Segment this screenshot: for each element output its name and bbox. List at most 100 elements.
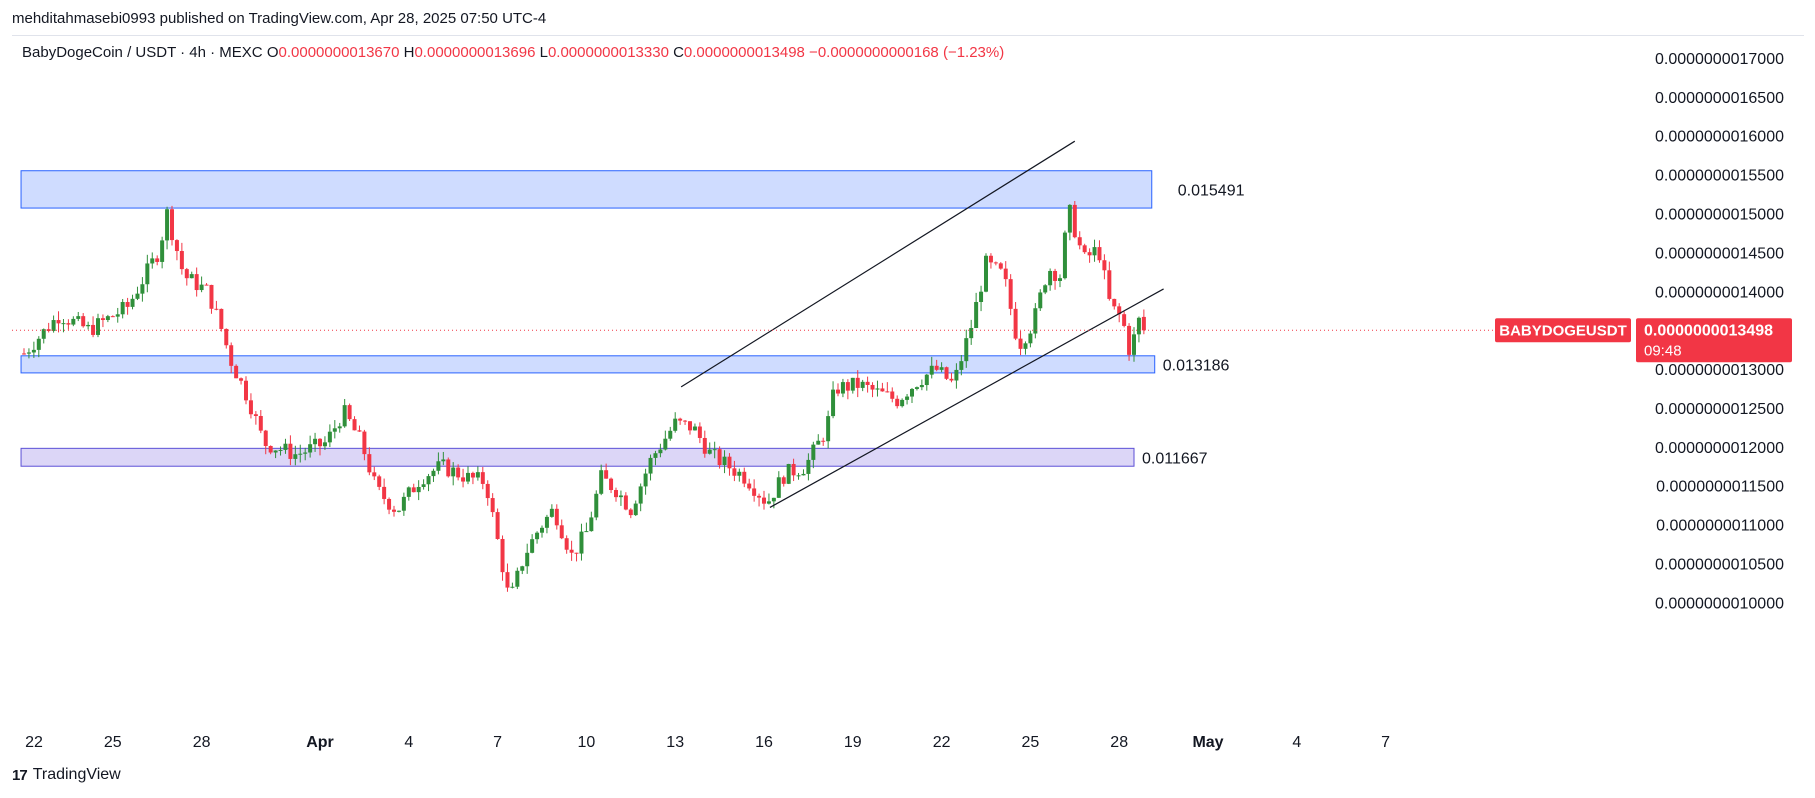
candle-body bbox=[416, 486, 421, 493]
candle-body bbox=[1112, 298, 1117, 307]
candle-body bbox=[569, 549, 574, 553]
candle-body bbox=[362, 431, 367, 455]
candle-body bbox=[865, 381, 870, 385]
x-axis: 22 25 28 Apr 4 7 10 13 16 19 22 25 28 May 4 7 bbox=[25, 734, 1390, 751]
candle-body bbox=[1117, 306, 1122, 315]
candle-body bbox=[387, 498, 392, 510]
candle-body bbox=[160, 240, 165, 262]
zone-label-3: 0.011667 bbox=[1142, 450, 1208, 467]
symbol-tag-text: BABYDOGEUSDT bbox=[1499, 322, 1627, 339]
candle-body bbox=[278, 449, 283, 451]
candle-body bbox=[954, 369, 959, 381]
candle-body bbox=[697, 426, 702, 438]
candle-body bbox=[81, 316, 86, 327]
candle-body bbox=[1013, 308, 1018, 339]
candle-body bbox=[737, 471, 742, 476]
chart-area[interactable]: 0.015491 0.013186 0.011667 22 25 28 Apr 4 7 10 13… bbox=[12, 35, 1804, 756]
x-tick-label: 25 bbox=[1022, 734, 1040, 751]
candle-body bbox=[485, 483, 490, 499]
legend-change: −0.0000000000168 (−1.23%) bbox=[805, 44, 1004, 61]
candle-body bbox=[515, 570, 520, 587]
candle-body bbox=[860, 381, 865, 388]
candle-body bbox=[170, 209, 174, 241]
x-tick-label: Apr bbox=[306, 734, 334, 751]
candle-body bbox=[96, 318, 100, 335]
candle-body bbox=[554, 508, 559, 526]
candle-body bbox=[308, 444, 313, 453]
candle-body bbox=[658, 449, 663, 454]
candle-body bbox=[633, 503, 638, 516]
candle-body bbox=[870, 384, 875, 390]
candle-body bbox=[890, 391, 895, 399]
candle-body bbox=[816, 440, 821, 445]
x-tick-label: 10 bbox=[578, 734, 596, 751]
candle-body bbox=[766, 501, 771, 504]
candle-body bbox=[1053, 270, 1058, 281]
candle-body bbox=[1087, 252, 1092, 256]
candle-body bbox=[638, 486, 643, 504]
y-tick-label: 0.0000000015500 bbox=[1655, 168, 1784, 185]
candlestick-chart[interactable]: 0.015491 0.013186 0.011667 22 25 28 Apr 4 7 10 13… bbox=[12, 36, 1804, 756]
candle-body bbox=[875, 388, 880, 390]
y-tick-label: 0.0000000016500 bbox=[1655, 90, 1784, 107]
candle-body bbox=[1107, 270, 1112, 299]
y-tick-label: 0.0000000012000 bbox=[1655, 440, 1784, 457]
candle-body bbox=[189, 274, 194, 279]
y-tick-label: 0.0000000014500 bbox=[1655, 245, 1784, 262]
candle-body bbox=[258, 415, 263, 431]
candle-body bbox=[549, 508, 554, 517]
candle-body bbox=[702, 437, 707, 454]
candle-body bbox=[614, 490, 618, 498]
y-tick-label: 0.0000000010000 bbox=[1655, 595, 1784, 612]
candle-body bbox=[352, 419, 357, 431]
tradingview-logo-icon: 17 bbox=[12, 766, 28, 784]
candle-body bbox=[594, 493, 599, 518]
candle-body bbox=[840, 382, 845, 394]
candle-body bbox=[939, 367, 944, 370]
channel-line-1 bbox=[680, 140, 1076, 388]
candle-body bbox=[910, 388, 914, 397]
candle-body bbox=[224, 328, 229, 346]
candle-body bbox=[1028, 333, 1033, 344]
candle-body bbox=[791, 463, 796, 476]
candle-body bbox=[1023, 343, 1028, 349]
candle-body bbox=[1102, 260, 1107, 271]
tradingview-logo[interactable]: 17 TradingView bbox=[12, 766, 121, 784]
candle-body bbox=[382, 486, 387, 499]
candle-body bbox=[752, 488, 757, 496]
candle-body bbox=[214, 308, 219, 310]
candle-body bbox=[475, 472, 480, 478]
candle-body bbox=[618, 495, 623, 498]
candle-body bbox=[263, 430, 268, 447]
candle-body bbox=[510, 586, 515, 588]
candle-body bbox=[377, 476, 382, 487]
candle-body bbox=[298, 453, 303, 455]
candle-body bbox=[1003, 268, 1008, 280]
candle-body bbox=[663, 438, 668, 450]
candle-body bbox=[1008, 279, 1013, 309]
candle-body bbox=[821, 440, 826, 442]
candle-body bbox=[845, 382, 850, 391]
candle-body bbox=[110, 316, 115, 318]
candle-body bbox=[993, 262, 998, 264]
candle-body bbox=[584, 531, 589, 533]
candle-body bbox=[56, 320, 61, 324]
candle-body bbox=[579, 531, 584, 554]
candle-body bbox=[115, 314, 120, 317]
candle-body bbox=[653, 453, 658, 458]
candle-body bbox=[396, 510, 401, 512]
candle-body bbox=[337, 426, 342, 429]
candle-body bbox=[796, 475, 801, 477]
candle-body bbox=[1097, 247, 1102, 261]
candle-body bbox=[826, 416, 831, 442]
candle-body bbox=[150, 258, 155, 264]
candle-body bbox=[1141, 316, 1146, 331]
candle-body bbox=[643, 473, 648, 487]
candle-body bbox=[564, 538, 569, 550]
y-axis: 0.0000000017000 0.0000000016500 0.00000000… bbox=[1495, 51, 1792, 612]
candle-body bbox=[540, 527, 544, 533]
candle-body bbox=[648, 457, 653, 474]
candle-body bbox=[357, 430, 362, 432]
candle-body bbox=[342, 405, 347, 427]
zone-2 bbox=[20, 355, 1156, 374]
